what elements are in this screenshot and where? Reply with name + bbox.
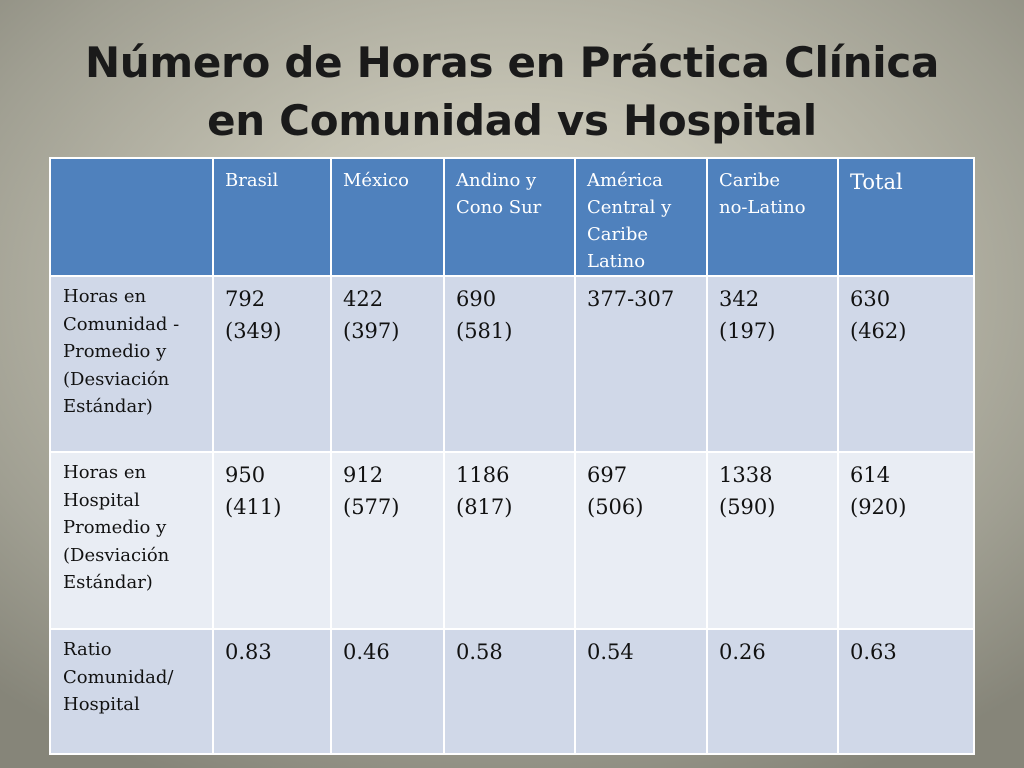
row-label-line: Promedio y <box>63 517 167 538</box>
row-label-line: Ratio <box>63 639 112 660</box>
cell-line: 630 <box>850 287 891 311</box>
table-cell: 0.58 <box>443 628 576 755</box>
header-cell-brasil: Brasil <box>212 157 332 277</box>
slide-title: Número de Horas en Práctica Clínica en C… <box>0 34 1024 150</box>
table-cell: 0.26 <box>706 628 839 755</box>
row-label-line: (Desviación <box>63 368 170 390</box>
cell-line: 422 <box>343 287 384 311</box>
header-corner-cell <box>49 157 214 277</box>
cell-line: 614 <box>850 463 891 487</box>
table-cell: 1338 (590) <box>706 451 839 630</box>
cell-line: (411) <box>225 495 282 519</box>
table-cell: 690 (581) <box>443 275 576 453</box>
table-row-ratio: Ratio Comunidad/ Hospital 0.83 0.46 0.58… <box>49 628 975 755</box>
header-cell-america-central-caribe-latino: América Central y Caribe Latino <box>574 157 708 277</box>
header-cell-line: México <box>343 170 409 191</box>
header-cell-line: Central y <box>587 197 672 218</box>
cell-line: (577) <box>343 495 400 519</box>
cell-line: (590) <box>719 495 776 519</box>
header-cell-andino-cono-sur: Andino y Cono Sur <box>443 157 576 277</box>
table-cell: 697 (506) <box>574 451 708 630</box>
header-cell-line: América <box>587 170 663 191</box>
row-label-cell: Horas en Comunidad - Promedio y (Desviac… <box>49 275 214 453</box>
header-cell-mexico: México <box>330 157 445 277</box>
header-cell-line: Latino <box>587 251 646 272</box>
cell-line: 792 <box>225 287 266 311</box>
cell-line: (197) <box>719 319 776 343</box>
row-label-cell: Horas en Hospital Promedio y (Desviación… <box>49 451 214 630</box>
cell-line: (349) <box>225 319 282 343</box>
header-cell-line: Total <box>850 170 903 194</box>
header-cell-line: Caribe <box>587 224 649 245</box>
table-row-horas-hospital: Horas en Hospital Promedio y (Desviación… <box>49 451 975 630</box>
header-cell-line: Andino y <box>456 170 537 191</box>
table-cell: 0.63 <box>837 628 975 755</box>
header-cell-line: Caribe <box>719 170 781 191</box>
table-cell: 377-307 <box>574 275 708 453</box>
cell-line: 0.54 <box>587 640 634 664</box>
table-cell: 912 (577) <box>330 451 445 630</box>
row-label-line: (Desviación <box>63 544 170 566</box>
row-label-line: Hospital <box>63 694 140 715</box>
slide-title-line-1: Número de Horas en Práctica Clínica <box>84 38 940 87</box>
cell-line: 690 <box>456 287 497 311</box>
cell-line: 912 <box>343 463 384 487</box>
table-cell: 614 (920) <box>837 451 975 630</box>
cell-line: 342 <box>719 287 760 311</box>
cell-line: (920) <box>850 495 907 519</box>
header-row: Brasil México Andino y Cono Sur América … <box>49 157 975 277</box>
table-cell: 342 (197) <box>706 275 839 453</box>
cell-line: 697 <box>587 463 628 487</box>
table-cell: 0.83 <box>212 628 332 755</box>
row-label-cell: Ratio Comunidad/ Hospital <box>49 628 214 755</box>
table-cell: 792 (349) <box>212 275 332 453</box>
cell-line: 0.63 <box>850 640 897 664</box>
table-cell: 950 (411) <box>212 451 332 630</box>
cell-line: 1338 <box>719 463 773 487</box>
row-label-line: Comunidad - <box>63 313 180 335</box>
cell-line: (581) <box>456 319 513 343</box>
hours-comparison-table: Brasil México Andino y Cono Sur América … <box>49 157 975 755</box>
cell-line: 0.58 <box>456 640 503 664</box>
table-cell: 1186 (817) <box>443 451 576 630</box>
row-label-line: Horas en <box>63 462 147 483</box>
cell-line: (817) <box>456 495 513 519</box>
table-cell: 0.54 <box>574 628 708 755</box>
slide-title-line-2: en Comunidad vs Hospital <box>207 96 817 145</box>
table-cell: 630 (462) <box>837 275 975 453</box>
cell-line: 1186 <box>456 463 510 487</box>
cell-line: (397) <box>343 319 400 343</box>
cell-line: (462) <box>850 319 907 343</box>
cell-line: 950 <box>225 463 266 487</box>
header-cell-line: no-Latino <box>719 197 806 218</box>
table-cell: 0.46 <box>330 628 445 755</box>
row-label-line: Comunidad/ <box>63 666 174 688</box>
row-label-line: Estándar) <box>63 396 153 417</box>
table-row-horas-comunidad: Horas en Comunidad - Promedio y (Desviac… <box>49 275 975 453</box>
cell-line: 0.26 <box>719 640 766 664</box>
table-cell: 422 (397) <box>330 275 445 453</box>
row-label-line: Hospital <box>63 489 140 511</box>
header-cell-caribe-no-latino: Caribe no-Latino <box>706 157 839 277</box>
header-cell-line: Cono Sur <box>456 197 542 218</box>
cell-line: 377-307 <box>587 287 675 311</box>
header-cell-line: Brasil <box>225 170 279 191</box>
header-cell-total: Total <box>837 157 975 277</box>
cell-line: 0.83 <box>225 640 272 664</box>
row-label-line: Horas en <box>63 286 147 307</box>
cell-line: 0.46 <box>343 640 390 664</box>
cell-line: (506) <box>587 495 644 519</box>
row-label-line: Estándar) <box>63 572 153 593</box>
row-label-line: Promedio y <box>63 341 167 362</box>
